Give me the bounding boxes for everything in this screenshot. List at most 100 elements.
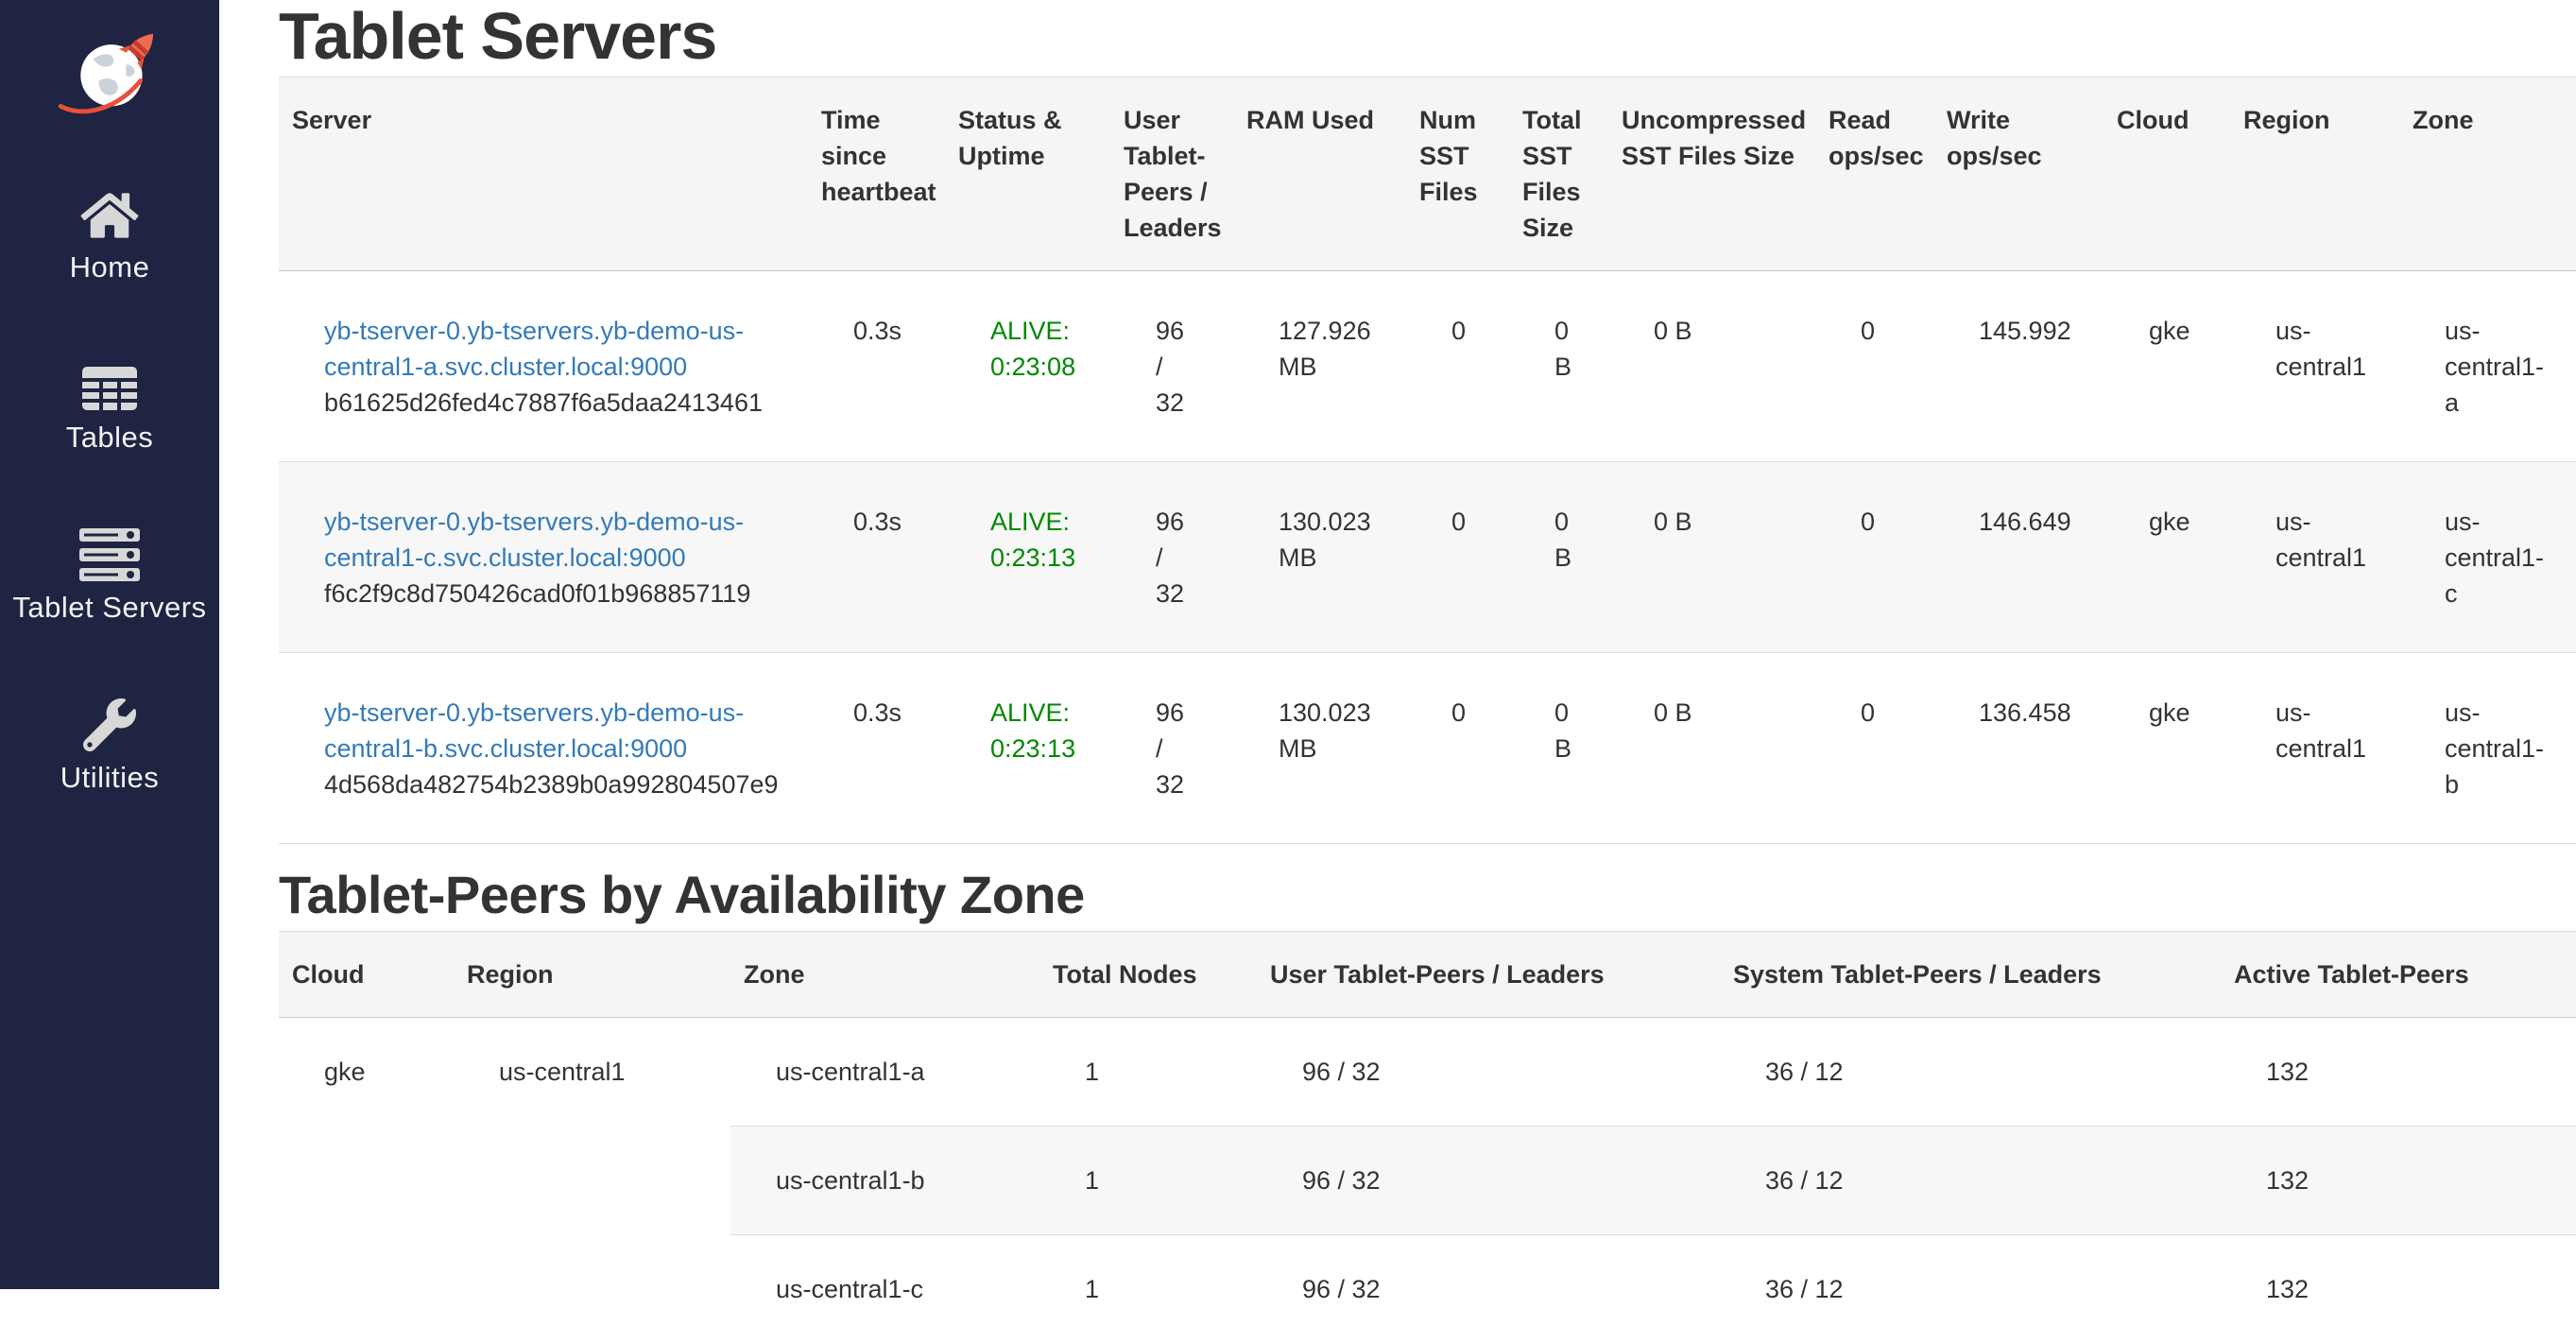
table-header-row: Server Time since heartbeat Status & Upt… — [279, 77, 2576, 271]
col-status: Status & Uptime — [945, 77, 1110, 271]
col-region: Region — [2230, 77, 2399, 271]
sidebar-item-label: Tables — [66, 421, 154, 455]
col-cloud: Cloud — [2104, 77, 2230, 271]
heartbeat-cell: 0.3s — [808, 462, 945, 653]
status-badge: ALIVE: 0:23:08 — [990, 317, 1075, 381]
system-tablet-peers-cell: 36 / 12 — [1720, 1127, 2221, 1235]
col-uncompressed-sst: Uncompressed SST Files Size — [1608, 77, 1815, 271]
read-ops-cell: 0 — [1815, 653, 1933, 844]
home-icon — [80, 188, 139, 241]
total-sst-cell: 0 B — [1509, 462, 1608, 653]
total-sst-cell: 0 B — [1509, 653, 1608, 844]
col-cloud: Cloud — [279, 932, 454, 1018]
server-uuid: 4d568da482754b2389b0a992804507e9 — [324, 766, 783, 802]
status-badge: ALIVE: 0:23:13 — [990, 698, 1075, 763]
col-total-nodes: Total Nodes — [1039, 932, 1257, 1018]
cloud-cell: gke — [2104, 271, 2230, 462]
section-title-tablet-peers-by-az: Tablet-Peers by Availability Zone — [279, 867, 2576, 923]
table-row: yb-tserver-0.yb-tservers.yb-demo-us-cent… — [279, 653, 2576, 844]
zone-cell: us-central1-b — [730, 1127, 1039, 1235]
status-cell: ALIVE: 0:23:13 — [945, 462, 1110, 653]
ram-cell: 130.023 MB — [1233, 462, 1406, 653]
yugabytedb-logo-icon — [54, 103, 165, 119]
logo-link[interactable] — [54, 25, 165, 120]
server-link[interactable]: yb-tserver-0.yb-tservers.yb-demo-us-cent… — [324, 698, 744, 763]
write-ops-cell: 136.458 — [1933, 653, 2104, 844]
main-content: Tablet Servers Server Time since heartbe… — [219, 2, 2576, 1343]
user-tablet-peers-cell: 96 / 32 — [1110, 462, 1233, 653]
sidebar-item-tables[interactable]: Tables — [0, 358, 219, 455]
sidebar-item-home[interactable]: Home — [0, 188, 219, 284]
user-tablet-peers-cell: 96 / 32 — [1257, 1127, 1720, 1235]
region-cell: us-central1 — [2230, 462, 2399, 653]
system-tablet-peers-cell: 36 / 12 — [1720, 1018, 2221, 1127]
num-sst-cell: 0 — [1406, 462, 1509, 653]
sidebar-item-label: Home — [70, 250, 150, 284]
user-tablet-peers-cell: 96 / 32 — [1110, 271, 1233, 462]
tablet-servers-table: Server Time since heartbeat Status & Upt… — [279, 77, 2576, 844]
tables-icon — [81, 358, 138, 411]
col-system-tablet-peers: System Tablet-Peers / Leaders — [1720, 932, 2221, 1018]
sidebar-item-label: Tablet Servers — [12, 591, 206, 625]
server-link[interactable]: yb-tserver-0.yb-tservers.yb-demo-us-cent… — [324, 317, 744, 381]
col-heartbeat: Time since heartbeat — [808, 77, 945, 271]
col-num-sst: Num SST Files — [1406, 77, 1509, 271]
sidebar: Home Tables — [0, 0, 219, 1289]
page-title: Tablet Servers — [279, 2, 2576, 70]
zone-cell: us-central1-a — [2399, 271, 2576, 462]
server-uuid: b61625d26fed4c7887f6a5daa2413461 — [324, 385, 783, 421]
server-cell: yb-tserver-0.yb-tservers.yb-demo-us-cent… — [279, 462, 808, 653]
ram-cell: 130.023 MB — [1233, 653, 1406, 844]
uncompressed-sst-cell: 0 B — [1608, 462, 1815, 653]
region-cell: us-central1 — [454, 1018, 730, 1343]
zone-cell: us-central1-c — [2399, 462, 2576, 653]
active-tablet-peers-cell: 132 — [2221, 1018, 2576, 1127]
server-cell: yb-tserver-0.yb-tservers.yb-demo-us-cent… — [279, 271, 808, 462]
num-sst-cell: 0 — [1406, 653, 1509, 844]
table-row: gke us-central1 us-central1-a 1 96 / 32 … — [279, 1018, 2576, 1127]
uncompressed-sst-cell: 0 B — [1608, 271, 1815, 462]
col-write-ops: Write ops/sec — [1933, 77, 2104, 271]
heartbeat-cell: 0.3s — [808, 271, 945, 462]
server-link[interactable]: yb-tserver-0.yb-tservers.yb-demo-us-cent… — [324, 508, 744, 572]
server-cell: yb-tserver-0.yb-tservers.yb-demo-us-cent… — [279, 653, 808, 844]
col-server: Server — [279, 77, 808, 271]
col-zone: Zone — [2399, 77, 2576, 271]
sidebar-item-tablet-servers[interactable]: Tablet Servers — [0, 528, 219, 625]
col-region: Region — [454, 932, 730, 1018]
sidebar-item-utilities[interactable]: Utilities — [0, 698, 219, 795]
user-tablet-peers-cell: 96 / 32 — [1110, 653, 1233, 844]
heartbeat-cell: 0.3s — [808, 653, 945, 844]
col-zone: Zone — [730, 932, 1039, 1018]
region-cell: us-central1 — [2230, 271, 2399, 462]
total-sst-cell: 0 B — [1509, 271, 1608, 462]
read-ops-cell: 0 — [1815, 271, 1933, 462]
cloud-cell: gke — [2104, 653, 2230, 844]
read-ops-cell: 0 — [1815, 462, 1933, 653]
tablet-servers-icon — [78, 528, 141, 581]
status-cell: ALIVE: 0:23:08 — [945, 271, 1110, 462]
cloud-cell: gke — [2104, 462, 2230, 653]
col-read-ops: Read ops/sec — [1815, 77, 1933, 271]
user-tablet-peers-cell: 96 / 32 — [1257, 1018, 1720, 1127]
table-header-row: Cloud Region Zone Total Nodes User Table… — [279, 932, 2576, 1018]
col-active-tablet-peers: Active Tablet-Peers — [2221, 932, 2576, 1018]
utilities-icon — [82, 698, 137, 751]
table-row: yb-tserver-0.yb-tservers.yb-demo-us-cent… — [279, 271, 2576, 462]
zone-cell: us-central1-b — [2399, 653, 2576, 844]
tablet-peers-by-az-table: Cloud Region Zone Total Nodes User Table… — [279, 931, 2576, 1343]
cloud-cell: gke — [279, 1018, 454, 1343]
region-cell: us-central1 — [2230, 653, 2399, 844]
server-uuid: f6c2f9c8d750426cad0f01b968857119 — [324, 576, 783, 611]
active-tablet-peers-cell: 132 — [2221, 1127, 2576, 1235]
uncompressed-sst-cell: 0 B — [1608, 653, 1815, 844]
col-user-tablet-peers: User Tablet-Peers / Leaders — [1257, 932, 1720, 1018]
status-badge: ALIVE: 0:23:13 — [990, 508, 1075, 572]
total-nodes-cell: 1 — [1039, 1018, 1257, 1127]
num-sst-cell: 0 — [1406, 271, 1509, 462]
col-ram: RAM Used — [1233, 77, 1406, 271]
write-ops-cell: 146.649 — [1933, 462, 2104, 653]
col-total-sst: Total SST Files Size — [1509, 77, 1608, 271]
col-user-tablet-peers: User Tablet-Peers / Leaders — [1110, 77, 1233, 271]
table-row: yb-tserver-0.yb-tservers.yb-demo-us-cent… — [279, 462, 2576, 653]
